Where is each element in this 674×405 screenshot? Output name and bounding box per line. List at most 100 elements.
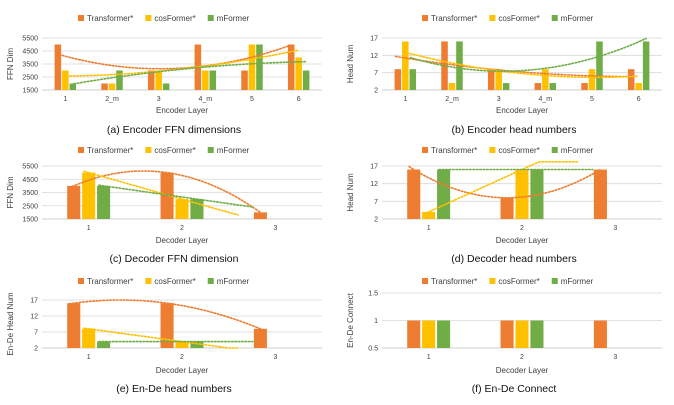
panel-caption: (c) Decoder FFN dimension xyxy=(110,253,239,265)
x-tick-label: 2 xyxy=(180,225,184,232)
x-tick-label: 3 xyxy=(157,96,161,103)
panel-caption: (f) En-De Connect xyxy=(472,383,557,395)
legend-swatch-mformer xyxy=(207,15,214,21)
trendline-cosformer xyxy=(62,49,300,77)
x-tick-label: 4_m xyxy=(539,96,553,103)
y-tick-label: 1.5 xyxy=(368,291,378,298)
bar-cosformer-5 xyxy=(588,69,596,90)
bar-mformer-2 xyxy=(530,320,544,348)
legend-item-transformer: Transformer* xyxy=(422,146,477,155)
bar-cosformer-2 xyxy=(515,169,529,219)
bar-mformer-1 xyxy=(97,185,111,219)
bar-transformer-3 xyxy=(253,212,267,219)
x-tick-label: 6 xyxy=(297,96,301,103)
bar-mformer-1 xyxy=(69,83,77,90)
y-tick-label: 4500 xyxy=(22,177,38,184)
x-tick-label: 1 xyxy=(63,96,67,103)
trendline-cosformer xyxy=(83,327,239,349)
bar-mformer-5 xyxy=(256,44,263,90)
x-axis-label: Encoder Layer xyxy=(496,106,548,115)
bar-transformer-3 xyxy=(253,328,267,348)
y-axis-label: En-De Connect xyxy=(346,292,355,347)
legend-swatch-mformer xyxy=(207,278,214,284)
bar-cosformer-2_m xyxy=(108,83,116,90)
trendline-transformer xyxy=(68,299,262,330)
y-tick-label: 7 xyxy=(34,330,38,337)
legend-label: mFormer xyxy=(217,146,250,155)
legend-item-cosformer: cosFormer* xyxy=(145,277,196,286)
bar-transformer-2_m xyxy=(101,83,108,90)
legend-label: mFormer xyxy=(561,146,594,155)
y-tick-label: 5500 xyxy=(22,36,38,43)
legend-item-cosformer: cosFormer* xyxy=(145,146,196,155)
legend-swatch-mformer xyxy=(207,147,214,153)
legend-item-transformer: Transformer* xyxy=(422,277,477,286)
bar-cosformer-1 xyxy=(422,211,436,219)
trendline-cosformer xyxy=(423,161,579,215)
y-tick-label: 3500 xyxy=(22,62,38,69)
chart-panel-6: 0.5 1 1.5 En-De Connect 1 2 3 Transformer* cosFo… xyxy=(346,277,662,395)
bar-transformer-3 xyxy=(593,169,607,219)
x-tick-label: 1 xyxy=(87,354,91,361)
y-tick-label: 17 xyxy=(370,164,378,171)
legend-item-mformer: mFormer xyxy=(207,277,250,286)
x-tick-label: 1 xyxy=(403,96,407,103)
bar-transformer-5 xyxy=(241,70,248,90)
legend-label: Transformer* xyxy=(431,146,477,155)
legend-item-transformer: Transformer* xyxy=(422,14,477,23)
x-axis-label: Decoder Layer xyxy=(156,366,209,375)
legend-label: cosFormer* xyxy=(498,146,539,155)
x-tick-label: 2_m xyxy=(445,96,459,103)
bar-cosformer-1 xyxy=(82,328,96,348)
x-tick-label: 3 xyxy=(497,96,501,103)
bar-transformer-6 xyxy=(627,69,635,90)
legend-swatch-transformer xyxy=(422,15,428,21)
bar-transformer-2 xyxy=(160,303,174,348)
bar-transformer-1 xyxy=(407,320,421,348)
y-axis-label: Head Num xyxy=(346,173,355,212)
x-tick-label: 2 xyxy=(180,354,184,361)
chart-panel-2: 2 7 12 17 Head Num 1 2_m 3 4_m 5 6 Transformer* cosF… xyxy=(346,14,662,136)
legend-item-mformer: mFormer xyxy=(551,146,594,155)
bar-mformer-4_m xyxy=(209,70,217,90)
legend-label: mFormer xyxy=(217,14,250,23)
y-axis-label: FFN Dim xyxy=(6,48,15,80)
y-tick-label: 0.5 xyxy=(368,346,378,353)
x-tick-label: 6 xyxy=(637,96,641,103)
legend-item-transformer: Transformer* xyxy=(78,146,133,155)
legend-item-cosformer: cosFormer* xyxy=(489,146,540,155)
legend-label: mFormer xyxy=(561,277,594,286)
bar-cosformer-1 xyxy=(422,320,436,348)
legend-label: Transformer* xyxy=(431,277,477,286)
panel-caption: (a) Encoder FFN dimensions xyxy=(107,124,241,136)
bar-mformer-4_m xyxy=(549,83,557,90)
bar-mformer-5 xyxy=(596,41,603,90)
legend-label: Transformer* xyxy=(431,14,477,23)
x-tick-label: 1 xyxy=(427,225,431,232)
bar-transformer-3 xyxy=(593,320,607,348)
legend-swatch-transformer xyxy=(78,15,84,21)
legend-swatch-cosformer xyxy=(489,147,496,153)
bar-cosformer-6 xyxy=(295,57,302,90)
x-tick-label: 3 xyxy=(273,354,277,361)
legend-item-transformer: Transformer* xyxy=(78,14,133,23)
legend-swatch-transformer xyxy=(422,147,428,153)
bar-transformer-1 xyxy=(394,69,402,90)
bar-transformer-5 xyxy=(581,83,588,90)
bar-transformer-3 xyxy=(147,70,155,90)
bar-cosformer-1 xyxy=(62,70,69,90)
bar-mformer-2_m xyxy=(116,70,123,90)
y-tick-label: 1500 xyxy=(22,88,38,95)
y-tick-label: 2 xyxy=(374,217,378,224)
bar-transformer-2 xyxy=(500,320,514,348)
y-tick-label: 2 xyxy=(34,346,38,353)
bar-cosformer-5 xyxy=(248,44,256,90)
x-tick-label: 4_m xyxy=(199,96,213,103)
x-axis-label: Decoder Layer xyxy=(156,236,209,245)
legend-label: Transformer* xyxy=(87,146,133,155)
x-axis-label: Encoder Layer xyxy=(156,106,208,115)
y-tick-label: 2 xyxy=(374,88,378,95)
y-tick-label: 1500 xyxy=(22,217,38,224)
